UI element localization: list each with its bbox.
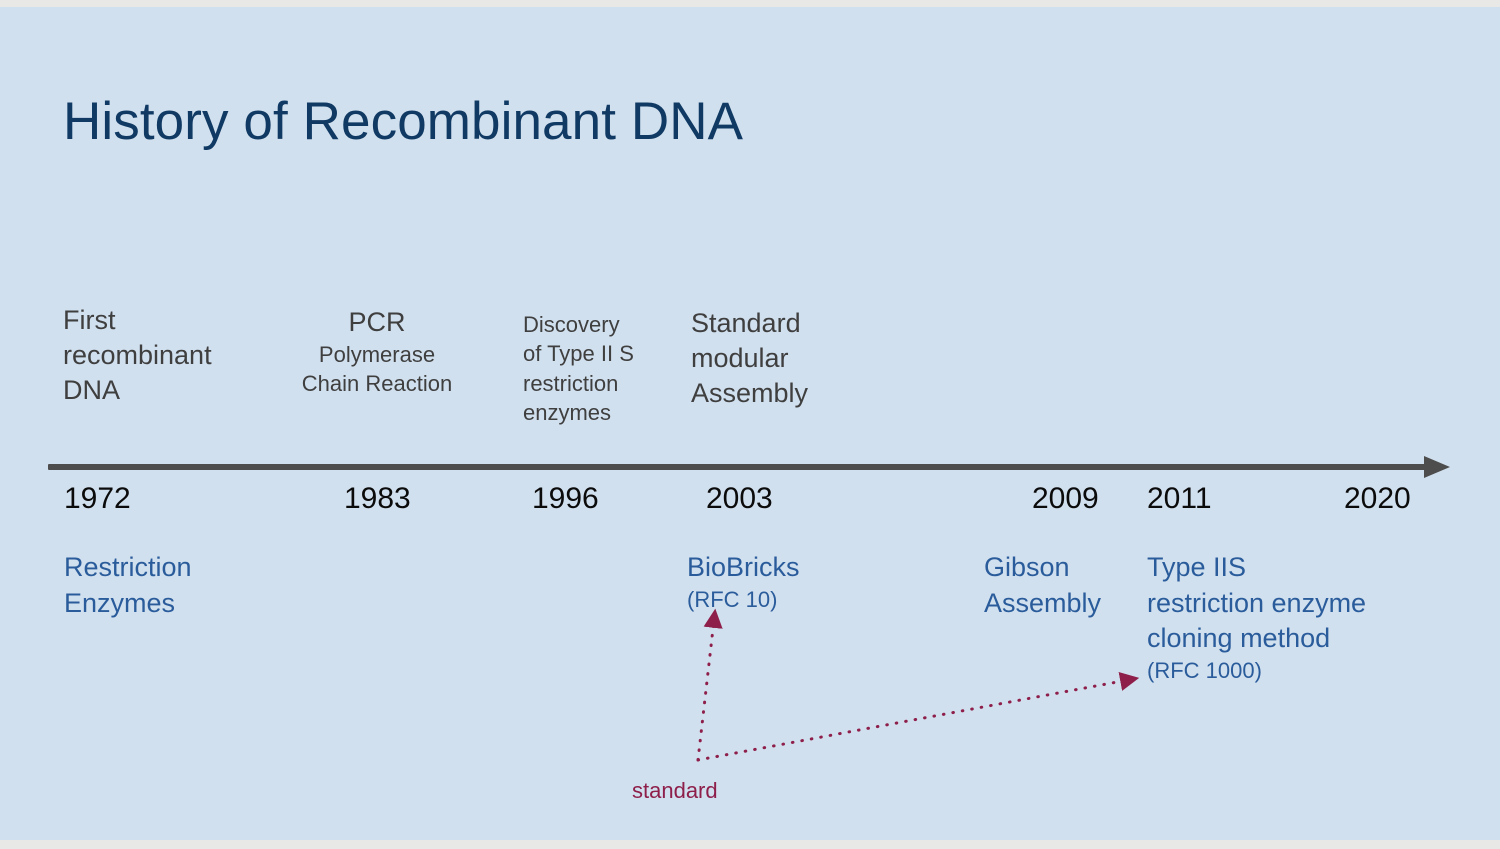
timeline-year-2009: 2009	[1032, 482, 1099, 515]
timeline-event-above-1996: Discovery of Type II S restriction enzym…	[523, 310, 673, 427]
timeline-event-above-2003: Standard modular Assembly	[691, 306, 871, 411]
event-headline: First recombinant DNA	[63, 305, 212, 406]
event-headline: BioBricks	[687, 552, 800, 582]
event-headline: Type IIS restriction enzyme cloning meth…	[1147, 552, 1367, 654]
timeline-axis-line	[48, 464, 1430, 470]
timeline-event-above-1972: First recombinant DNA	[63, 303, 283, 408]
timeline-event-below-2011: Type IIS restriction enzyme cloning meth…	[1147, 550, 1447, 685]
timeline-year-1983: 1983	[344, 482, 411, 515]
timeline-event-below-2009: Gibson Assembly	[984, 550, 1154, 621]
event-headline: Gibson Assembly	[984, 552, 1102, 618]
timeline-arrow-icon	[1424, 456, 1450, 478]
timeline-year-2020: 2020	[1344, 482, 1411, 515]
annotation-label: standard	[632, 778, 718, 803]
annotation-arrow-type-iis	[696, 671, 1140, 762]
event-subtext: Polymerase Chain Reaction	[301, 342, 453, 397]
timeline-year-1996: 1996	[532, 482, 599, 515]
page-title: History of Recombinant DNA	[63, 92, 744, 151]
frame-strip-bottom	[0, 840, 1500, 849]
timeline-event-below-1972: Restriction Enzymes	[64, 550, 314, 621]
event-headline: Restriction Enzymes	[64, 552, 192, 618]
timeline-event-below-2003: BioBricks (RFC 10)	[687, 550, 887, 614]
event-subtext: (RFC 1000)	[1147, 657, 1262, 683]
timeline-year-2003: 2003	[706, 482, 773, 515]
annotation-arrow-biobricks	[696, 608, 723, 762]
event-headline: Standard modular Assembly	[691, 308, 809, 409]
event-subtext: Discovery of Type II S restriction enzym…	[523, 312, 634, 425]
timeline-year-1972: 1972	[64, 482, 131, 515]
timeline-event-above-1983: PCR Polymerase Chain Reaction	[287, 305, 467, 399]
timeline-year-2011: 2011	[1147, 482, 1212, 515]
event-subtext: (RFC 10)	[687, 586, 778, 612]
frame-strip-top	[0, 0, 1500, 7]
event-headline: PCR	[348, 307, 406, 337]
